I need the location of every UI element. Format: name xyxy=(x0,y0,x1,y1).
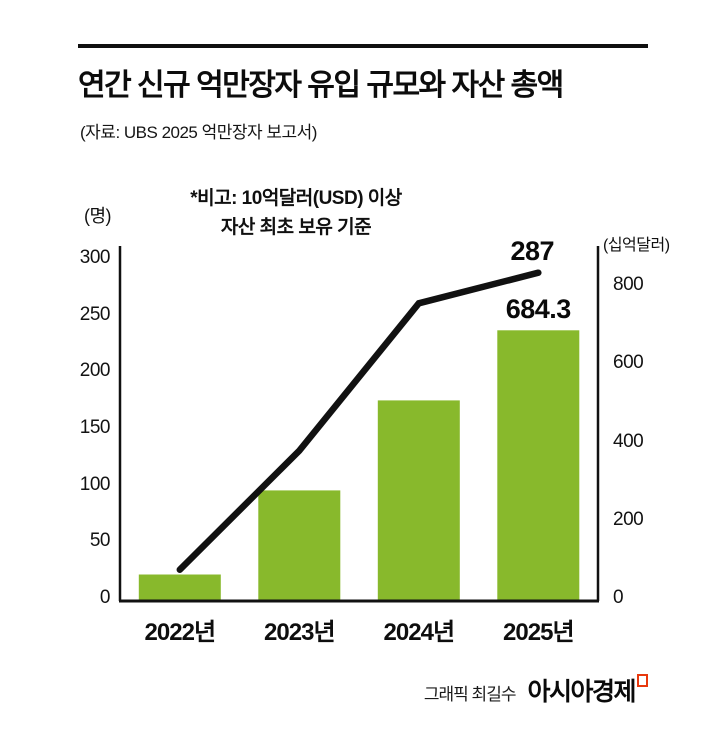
bar-2023년 xyxy=(258,490,341,601)
y-axis-left-tick-label: 150 xyxy=(79,417,111,438)
page-title: 연간 신규 억만장자 유입 규모와 자산 총액 xyxy=(78,69,564,102)
credit-text: 그래픽 최길수 xyxy=(423,685,517,704)
bar-2022년 xyxy=(138,574,221,601)
y-axis-left-tick-label: 250 xyxy=(79,303,111,325)
brand-mark-icon xyxy=(637,674,648,687)
chart-note: *비고: 10억달러(USD) 이상 자산 최초 보유 기준 xyxy=(150,184,442,242)
x-axis-label: 2022년 xyxy=(144,619,216,646)
chart-note-line1: *비고: 10억달러(USD) 이상 xyxy=(190,188,402,209)
y-axis-left-tick-label: 0 xyxy=(99,587,111,608)
left-axis-unit-label: (명) xyxy=(84,206,112,226)
y-axis-left-tick-label: 100 xyxy=(79,473,111,495)
brand-logo: 아시아경제 xyxy=(527,678,636,706)
right-axis-unit-label: (십억달러) xyxy=(603,237,670,254)
bar-value-label: 684.3 xyxy=(505,294,572,325)
y-axis-left-tick-label: 50 xyxy=(89,530,111,552)
x-axis-label: 2023년 xyxy=(264,619,335,646)
y-axis-right-tick-label: 400 xyxy=(613,430,644,452)
bar-2024년 xyxy=(377,400,460,601)
y-axis-right-tick-label: 200 xyxy=(613,508,644,530)
source-note: (자료: UBS 2025 억만장자 보고서) xyxy=(80,123,317,142)
line-value-label: 287 xyxy=(510,235,555,266)
top-rule xyxy=(78,44,648,48)
bar-2025년 xyxy=(497,330,580,601)
y-axis-right-tick-label: 0 xyxy=(613,587,624,608)
y-axis-left-tick-label: 300 xyxy=(79,247,111,268)
trend-line xyxy=(176,269,542,573)
x-axis-label: 2025년 xyxy=(503,619,574,646)
y-axis-right-tick-label: 800 xyxy=(613,274,644,295)
y-axis-left-tick-label: 200 xyxy=(79,360,111,382)
footer: 그래픽 최길수 아시아경제 xyxy=(78,672,648,708)
chart-note-line2: 자산 최초 보유 기준 xyxy=(220,217,372,238)
x-axis-label: 2024년 xyxy=(383,619,455,646)
y-axis-right-tick-label: 600 xyxy=(613,352,644,374)
